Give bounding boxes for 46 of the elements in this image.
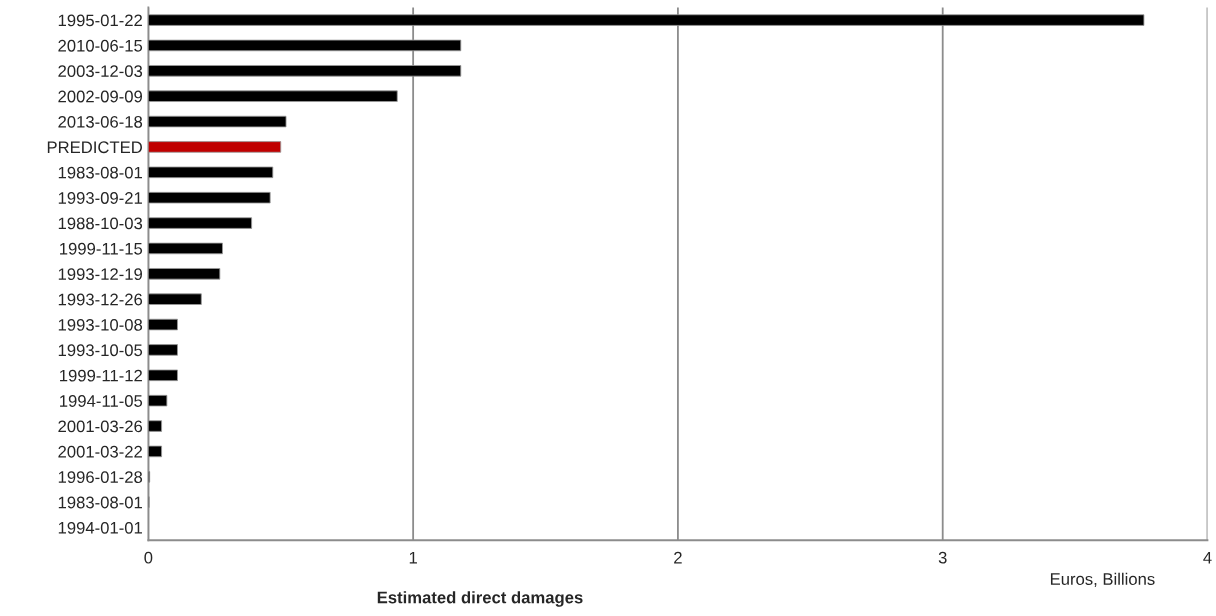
x-tick-label: 1 xyxy=(409,551,417,564)
text: Euros, Billions xyxy=(1050,572,1155,587)
bar xyxy=(148,394,168,407)
y-tick-label: 1993-12-19 xyxy=(58,268,143,281)
bar xyxy=(148,141,282,153)
x-tick-label: 3 xyxy=(938,551,947,564)
y-tick-label: 1994-11-05 xyxy=(60,395,143,407)
x-tick-label: 0 xyxy=(144,551,153,564)
y-tick-label: 1993-09-21 xyxy=(58,192,142,204)
y-tick-label: 1999-11-12 xyxy=(60,369,142,382)
bar xyxy=(148,293,202,305)
bar xyxy=(148,166,274,179)
bar xyxy=(148,90,398,102)
bar xyxy=(148,191,271,204)
bar xyxy=(148,217,253,229)
y-tick-label: 1993-12-26 xyxy=(58,293,143,306)
y-tick-label: 1993-10-05 xyxy=(58,344,143,357)
y-tick-label: 2010-06-15 xyxy=(58,39,143,52)
y-tick-label: 2013-06-18 xyxy=(58,115,143,128)
y-tick-label: 2001-03-26 xyxy=(58,420,143,433)
y-tick-label: 1999-11-15 xyxy=(60,242,143,255)
y-tick-label: 1983-08-01 xyxy=(58,496,142,509)
y-tick-label: 2003-12-03 xyxy=(58,65,143,78)
y-tick-label: 1996-01-28 xyxy=(58,471,143,483)
y-tick-label: 2002-09-09 xyxy=(58,90,143,103)
bar xyxy=(148,318,178,331)
y-tick-label: 1988-10-03 xyxy=(58,217,143,230)
y-tick-label: PREDICTED xyxy=(47,141,142,154)
x-tick-label: 2 xyxy=(674,551,682,564)
bar xyxy=(148,420,163,432)
y-tick-label: 1994-01-01 xyxy=(58,521,142,534)
x-axis-title: Estimated direct damages xyxy=(377,591,583,607)
bar xyxy=(148,39,462,52)
x-tick-label: 4 xyxy=(1203,551,1212,564)
bar xyxy=(148,369,178,382)
bar xyxy=(148,14,1145,26)
bar xyxy=(148,242,223,255)
bar xyxy=(148,65,462,77)
bar xyxy=(148,115,287,128)
y-tick-label: 2001-03-22 xyxy=(58,445,142,458)
y-tick-label: 1995-01-22 xyxy=(58,14,142,27)
y-tick-label: 1983-08-01 xyxy=(58,166,142,179)
bar xyxy=(148,445,163,458)
y-tick-label: 1993-10-08 xyxy=(58,318,143,331)
bar xyxy=(148,344,178,356)
bar xyxy=(148,268,221,280)
